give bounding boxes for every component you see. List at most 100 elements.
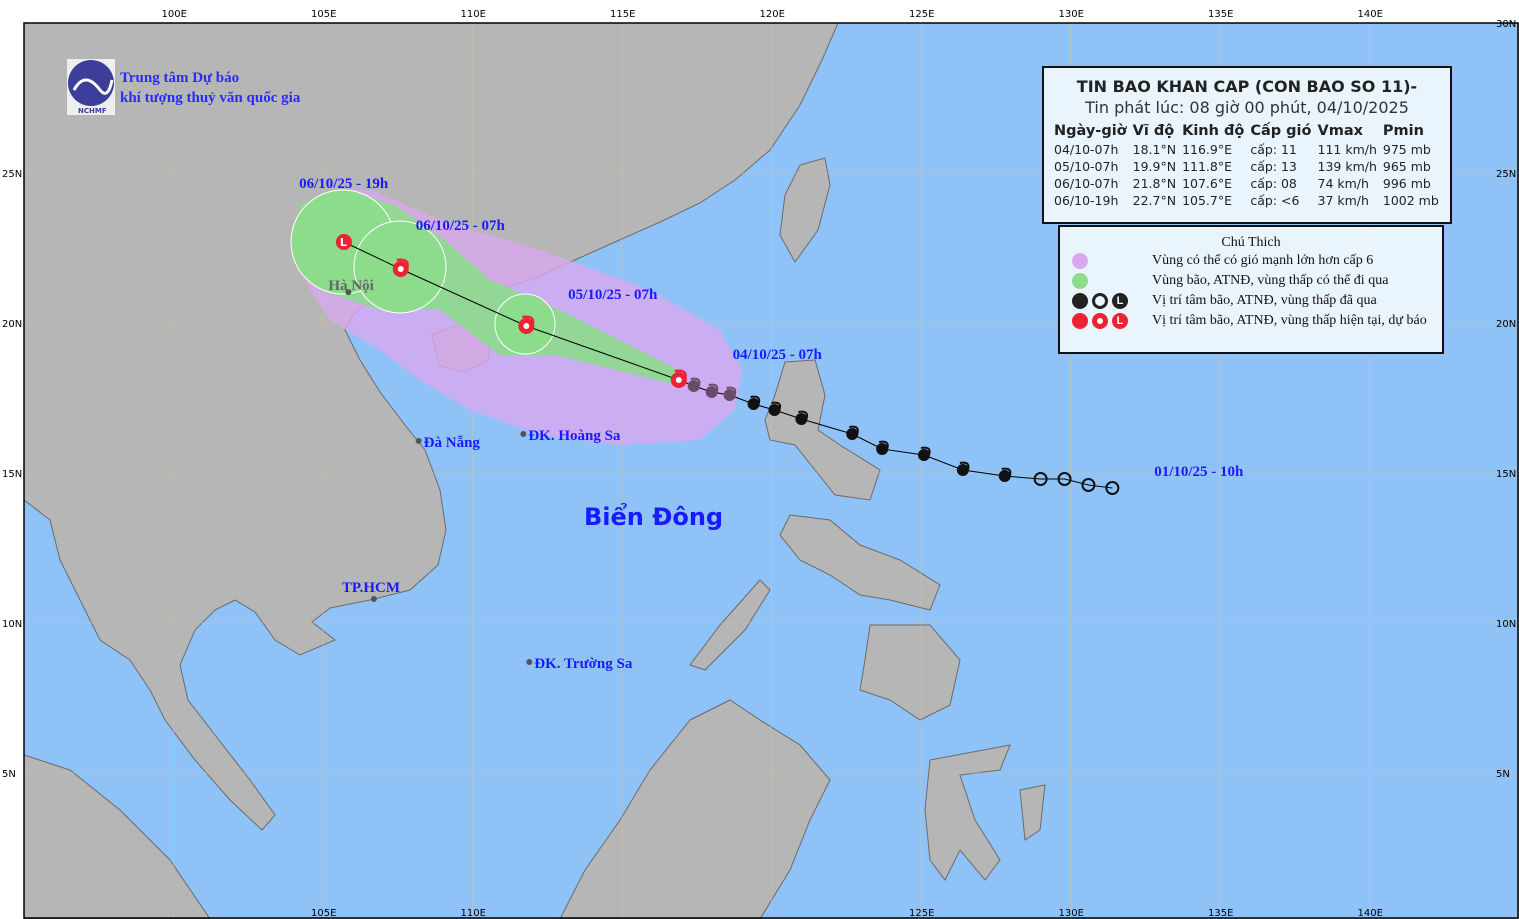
place-labels: Hà Nội Đà Nẵng ĐK. Hoàng Sa TP.HCM ĐK. Trườn… [328, 278, 632, 672]
storm-swirl [674, 369, 687, 381]
time-label: 01/10/25 - 10h [1154, 464, 1244, 480]
time-label: 06/10/25 - 19h [299, 176, 389, 192]
place-marker [415, 437, 422, 444]
axis-tick-label: 125E [909, 908, 934, 919]
storm-swirl [522, 315, 535, 327]
table-cell: 105.7°E [1182, 193, 1233, 208]
low-letter: L [340, 236, 347, 249]
map-frame [23, 22, 1519, 919]
table-cell: 05/10-07h [1054, 159, 1119, 174]
past-storm-marker [998, 470, 1011, 482]
place-marker [345, 289, 352, 296]
storm-icon [1072, 293, 1088, 309]
storm-eye [397, 266, 404, 272]
axes: 100E 105E 110E 115E 120E 125E 130E 135E 140E 105E… [2, 9, 1519, 919]
past-storm-marker [768, 404, 781, 416]
past-depression-marker [1105, 481, 1120, 495]
axis-tick-label: 105E [311, 908, 336, 919]
axis-tick-label: 135E [1208, 908, 1233, 919]
storm-swirl [396, 258, 409, 270]
storm-swirl [726, 386, 737, 396]
table-cell: cấp: <6 [1250, 193, 1300, 208]
table-cell: cấp: 08 [1250, 176, 1297, 191]
storm-swirl [708, 383, 719, 393]
table-cell: 1002 mb [1382, 193, 1439, 208]
past-storm-marker [723, 389, 736, 401]
place-marker [520, 431, 527, 437]
table-cell: 74 km/h [1317, 176, 1369, 191]
low-icon: L [1112, 313, 1128, 329]
table-cell: 06/10-07h [1054, 176, 1119, 191]
storm-eye [675, 377, 682, 383]
time-label: 05/10/25 - 07h [568, 287, 658, 303]
depression-icon [1092, 313, 1108, 329]
table-cell: 116.9°E [1182, 142, 1233, 157]
table-cell: 21.8°N [1132, 176, 1177, 191]
table-cell: cấp: 11 [1250, 142, 1297, 157]
table-cell: 111 km/h [1317, 142, 1377, 157]
legend-panel: Chú Thich Vùng có thể có gió mạnh lớn hơ… [1058, 225, 1444, 354]
axis-tick-label: 120E [760, 9, 785, 20]
issued-time: Tin phát lúc: 08 giờ 00 phút, 04/10/2025 [1085, 98, 1409, 117]
column-header: Cấp gió [1250, 123, 1312, 139]
axis-tick-label: 125E [909, 9, 934, 20]
storm-swirl [849, 425, 859, 435]
time-label: 06/10/25 - 07h [416, 218, 506, 234]
bulletin-title: TIN BAO KHAN CAP (CON BAO SO 11)- [1076, 77, 1418, 96]
past-depression-marker [1081, 478, 1096, 492]
organization-line1: Trung tâm Dự báo [120, 70, 239, 86]
borneo-island [559, 699, 831, 919]
storm-swirl [750, 395, 761, 405]
table-cell: 107.6°E [1182, 176, 1233, 191]
storm-swirl [920, 446, 931, 456]
axis-tick-label: 25N [1496, 169, 1516, 180]
table-cell: 975 mb [1382, 142, 1431, 157]
axis-tick-label: 15N [2, 469, 22, 480]
axis-tick-label: 140E [1358, 9, 1383, 20]
past-storm-marker [876, 443, 889, 455]
legend-item-zone: Vùng bão, ATNĐ, vùng thấp có thể đi qua [1060, 271, 1442, 291]
table-row: 06/10-07h 21.8°N 107.6°E cấp: 08 74 km/h 996 … [1054, 176, 1445, 193]
axis-tick-label: 20N [1496, 319, 1516, 330]
storm-swirl [798, 410, 809, 420]
place-label: Đà Nẵng [424, 435, 481, 451]
table-cell: 111.8°E [1182, 159, 1233, 174]
table-row: 04/10-07h 18.1°N 116.9°E cấp: 11 111 km/h 975… [1054, 142, 1445, 159]
past-storm-marker [747, 398, 760, 410]
visayas-islands [779, 514, 941, 611]
taiwan-island [779, 157, 831, 263]
storm-eye [523, 323, 530, 329]
table-cell: 19.9°N [1132, 159, 1177, 174]
forecast-low-marker [335, 234, 352, 250]
legend-item-wind: Vùng có thể có gió mạnh lớn hơn cấp 6 [1060, 251, 1442, 271]
axis-tick-label: 110E [461, 9, 486, 20]
sulawesi-island [924, 744, 1011, 881]
axis-tick-label: 15N [1496, 469, 1516, 480]
legend-item-past: L Vị trí tâm bão, ATNĐ, vùng thấp đã qua [1060, 291, 1442, 311]
axis-tick-label: 115E [610, 9, 635, 20]
table-cell: 06/10-19h [1054, 193, 1119, 208]
sumatra-island [23, 754, 211, 919]
legend-item-current: L Vị trí tâm bão, ATNĐ, vùng thấp hiện t… [1060, 311, 1442, 331]
column-header: Vmax [1317, 123, 1363, 139]
sea-label: Biển Đông [584, 501, 723, 531]
organization-logo: NCHMF [67, 59, 115, 115]
organization-line2: khí tượng thuỷ văn quốc gia [120, 90, 301, 106]
purple-circle-icon [1072, 253, 1088, 269]
time-label: 04/10/25 - 07h [733, 347, 823, 363]
green-circle-icon [1072, 273, 1088, 289]
storm-swirl [878, 440, 889, 450]
table-cell: 18.1°N [1132, 142, 1177, 157]
palawan-island [689, 579, 771, 671]
column-header: Pmin [1382, 123, 1424, 139]
table-cell: 37 km/h [1317, 193, 1369, 208]
svg-text:NCHMF: NCHMF [78, 107, 107, 115]
table-cell: 965 mb [1382, 159, 1431, 174]
asia-mainland [23, 22, 839, 831]
place-label: TP.HCM [342, 580, 400, 596]
axis-tick-label: 25N [2, 169, 22, 180]
axis-tick-label: 5N [2, 769, 16, 780]
storm-info-panel: TIN BAO KHAN CAP (CON BAO SO 11)- Tin ph… [1042, 66, 1452, 224]
axis-tick-label: 110E [461, 908, 486, 919]
past-depression-marker [1057, 472, 1072, 486]
